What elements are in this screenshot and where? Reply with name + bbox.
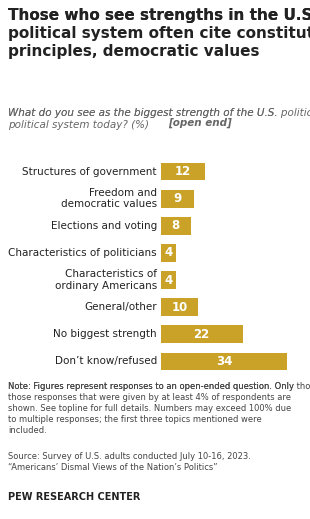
Text: Note: Figures represent responses to an open-ended question. Only those response: Note: Figures represent responses to an … <box>8 382 310 391</box>
Text: General/other: General/other <box>84 302 157 312</box>
Text: Note: Figures represent responses to an open-ended question. Only
those response: Note: Figures represent responses to an … <box>8 382 294 435</box>
Text: Freedom and
democratic values: Freedom and democratic values <box>61 188 157 210</box>
Text: 12: 12 <box>175 165 191 178</box>
Text: Structures of government: Structures of government <box>22 167 157 176</box>
Bar <box>161 244 176 262</box>
Bar <box>161 271 176 289</box>
Text: 9: 9 <box>174 192 182 205</box>
Bar <box>161 217 191 235</box>
Text: 4: 4 <box>164 274 172 286</box>
Text: Source: Survey of U.S. adults conducted July 10-16, 2023.
“Americans’ Dismal Vie: Source: Survey of U.S. adults conducted … <box>8 452 251 472</box>
Text: 34: 34 <box>216 355 232 368</box>
Text: PEW RESEARCH CENTER: PEW RESEARCH CENTER <box>8 492 140 502</box>
Bar <box>161 325 243 343</box>
Text: Characteristics of politicians: Characteristics of politicians <box>8 248 157 258</box>
Text: 4: 4 <box>164 247 172 260</box>
Text: 8: 8 <box>172 220 180 233</box>
Bar <box>161 298 198 316</box>
Text: Characteristics of
ordinary Americans: Characteristics of ordinary Americans <box>55 269 157 291</box>
Text: What do you see as the biggest strength of the U.S.
political system today? (%): What do you see as the biggest strength … <box>8 108 278 130</box>
Text: [open end]: [open end] <box>168 118 232 128</box>
Text: 10: 10 <box>171 301 188 313</box>
Bar <box>161 352 287 370</box>
Text: 22: 22 <box>194 328 210 341</box>
Text: Those who see strengths in the U.S. political system often cite constitutional p: Those who see strengths in the U.S. poli… <box>8 8 310 23</box>
Text: Those who see strengths in the U.S.
political system often cite constitutional
p: Those who see strengths in the U.S. poli… <box>8 8 310 59</box>
Text: Don’t know/refused: Don’t know/refused <box>55 357 157 366</box>
Text: What do you see as the biggest strength of the U.S. political system today? (%): What do you see as the biggest strength … <box>8 108 310 118</box>
Text: No biggest strength: No biggest strength <box>53 330 157 339</box>
Text: Elections and voting: Elections and voting <box>51 221 157 231</box>
Bar <box>161 163 206 181</box>
Bar <box>161 190 194 208</box>
